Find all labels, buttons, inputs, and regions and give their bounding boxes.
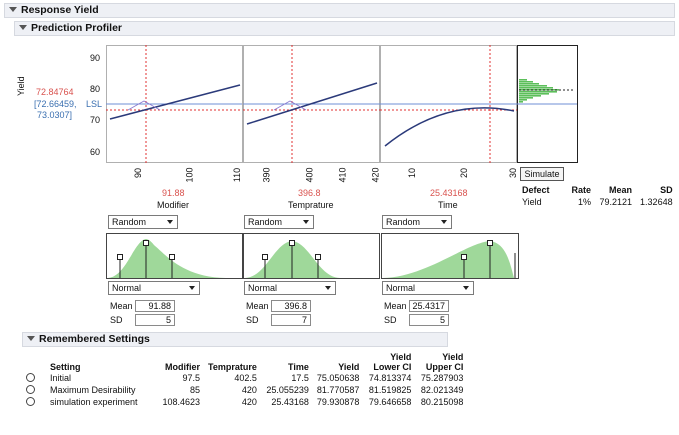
temprature-distribution-dropdown[interactable]: Normal: [244, 281, 336, 295]
modifier-current-value[interactable]: 91.88: [162, 188, 185, 198]
x-tick-temp-420: 420: [370, 167, 381, 183]
upper-ci-header-top: Yield: [442, 352, 464, 362]
simulate-button[interactable]: Simulate: [520, 167, 564, 181]
x-tick-modifier-110: 110: [232, 167, 243, 183]
remembered-settings-title: Remembered Settings: [39, 333, 150, 345]
lsl-label: LSL: [86, 99, 103, 109]
modifier-header: Modifier: [165, 362, 200, 372]
time-current-value[interactable]: 25.43168: [430, 188, 468, 198]
disclosure-triangle-icon[interactable]: [19, 25, 27, 30]
chevron-down-icon: [463, 286, 469, 290]
simulation-histogram: [517, 45, 578, 163]
setting-radio[interactable]: [26, 397, 35, 406]
remembered-settings-table-wrap: Yield Yield Setting Modifier Temprature …: [26, 352, 467, 408]
mean-header: Mean: [609, 185, 633, 195]
y-tick-80: 80: [90, 84, 101, 94]
temprature-sd-label: SD: [246, 315, 259, 325]
setting-radio[interactable]: [26, 373, 35, 382]
profiler-panel-time[interactable]: [380, 45, 517, 163]
time-sd-label: SD: [384, 315, 397, 325]
defect-sd: 1.32648: [640, 197, 673, 207]
chevron-down-icon: [303, 220, 309, 224]
yield-ci-upper: 73.0307]: [37, 110, 73, 120]
y-tick-60: 60: [90, 147, 101, 157]
temprature-factor-name: Temprature: [288, 200, 334, 210]
lower-ci-header-top: Yield: [390, 352, 412, 362]
temprature-mean-input[interactable]: 396.8: [271, 300, 311, 312]
response-yield-header[interactable]: Response Yield: [4, 3, 675, 18]
predicted-yield-value: 72.84764: [36, 87, 74, 97]
modifier-sd-label: SD: [110, 315, 123, 325]
distribution-panel-modifier[interactable]: [106, 233, 243, 279]
yield-header: Yield: [338, 362, 360, 372]
defect-table: Defect Rate Mean SD Yield 1% 79.2121 1.3…: [518, 184, 677, 208]
x-tick-time-20: 20: [459, 167, 470, 179]
x-tick-temp-390: 390: [261, 167, 272, 183]
remembered-settings-header[interactable]: Remembered Settings: [22, 332, 448, 347]
chevron-down-icon: [325, 286, 331, 290]
lower-ci-header: Lower CI: [373, 362, 412, 372]
table-row[interactable]: Initial 97.5 402.5 17.5 75.050638 74.813…: [26, 372, 467, 384]
setting-header: Setting: [50, 362, 81, 372]
defect-mean: 79.2121: [599, 197, 633, 207]
profiler-panel-temprature[interactable]: [243, 45, 380, 163]
modifier-factor-name: Modifier: [157, 200, 190, 210]
distribution-panels[interactable]: [106, 233, 520, 279]
time-mean-label: Mean: [384, 301, 407, 311]
remembered-settings-table: Yield Yield Setting Modifier Temprature …: [26, 352, 467, 408]
disclosure-triangle-icon[interactable]: [27, 336, 35, 341]
defect-yield: Yield: [522, 197, 542, 207]
time-factor-name: Time: [438, 200, 458, 210]
yield-axis-label: Yield: [16, 76, 26, 96]
time-sd-input[interactable]: 5: [409, 314, 449, 326]
chevron-down-icon: [189, 286, 195, 290]
modifier-distribution-dropdown[interactable]: Normal: [108, 281, 200, 295]
temprature-header: Temprature: [208, 362, 257, 372]
modifier-sd-input[interactable]: 5: [135, 314, 175, 326]
modifier-random-dropdown[interactable]: Random: [108, 215, 178, 229]
time-mean-input[interactable]: 25.4317: [409, 300, 449, 312]
response-yield-title: Response Yield: [21, 4, 99, 16]
y-tick-70: 70: [90, 115, 101, 125]
temprature-sd-input[interactable]: 7: [271, 314, 311, 326]
x-tick-temp-410: 410: [337, 167, 348, 183]
sd-header: SD: [660, 185, 673, 195]
modifier-mean-label: Mean: [110, 301, 133, 311]
chevron-down-icon: [441, 220, 447, 224]
temprature-mean-label: Mean: [246, 301, 269, 311]
defect-header: Defect: [522, 185, 550, 195]
x-tick-time-30: 30: [508, 167, 519, 179]
profiler-panel-modifier[interactable]: [106, 45, 243, 163]
distribution-panel-time[interactable]: [381, 233, 519, 279]
profiler-plots[interactable]: [106, 45, 518, 163]
y-tick-90: 90: [90, 53, 101, 63]
temprature-current-value[interactable]: 396.8: [298, 188, 321, 198]
table-row[interactable]: simulation experiment 108.4623 420 25.43…: [26, 396, 467, 408]
yield-ci-lower: [72.66459,: [34, 99, 77, 109]
upper-ci-header: Upper CI: [425, 362, 464, 372]
temprature-random-dropdown[interactable]: Random: [244, 215, 314, 229]
chevron-down-icon: [167, 220, 173, 224]
defect-rate: 1%: [578, 197, 592, 207]
setting-radio[interactable]: [26, 385, 35, 394]
modifier-mean-input[interactable]: 91.88: [135, 300, 175, 312]
disclosure-triangle-icon[interactable]: [9, 7, 17, 12]
rate-header: Rate: [571, 185, 592, 195]
x-tick-modifier-100: 100: [184, 167, 195, 183]
time-header: Time: [288, 362, 309, 372]
x-tick-modifier-90: 90: [133, 167, 144, 179]
time-distribution-dropdown[interactable]: Normal: [382, 281, 474, 295]
prediction-profiler-header[interactable]: Prediction Profiler: [14, 21, 675, 36]
prediction-profiler-title: Prediction Profiler: [31, 22, 123, 34]
x-tick-temp-400: 400: [304, 167, 315, 183]
x-tick-time-10: 10: [407, 167, 418, 179]
time-random-dropdown[interactable]: Random: [382, 215, 452, 229]
table-row[interactable]: Maximum Desirability 85 420 25.055239 81…: [26, 384, 467, 396]
distribution-panel-temprature[interactable]: [243, 233, 380, 279]
